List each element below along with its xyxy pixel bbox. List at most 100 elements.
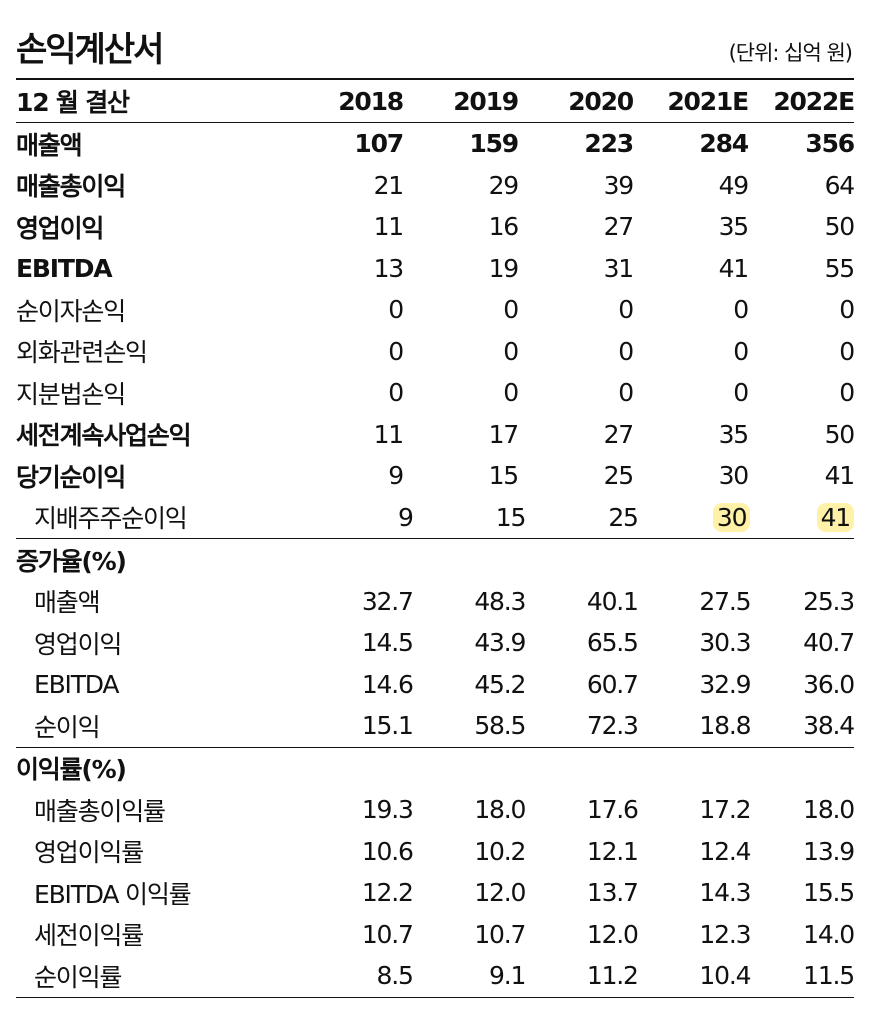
table-row: 세전계속사업손익 11 17 27 35 50 — [16, 414, 856, 456]
top-rule — [16, 78, 854, 80]
table-row: 매출액 32.7 48.3 40.1 27.5 25.3 — [16, 581, 855, 623]
highlighted-value: 41 — [816, 502, 854, 532]
row-label: 영업이익률 — [34, 838, 144, 868]
section-rule — [16, 538, 854, 539]
table-cell: 10.4 — [699, 961, 751, 991]
year-2018: 2018 — [338, 86, 404, 116]
table-cell: 36.0 — [803, 669, 855, 699]
row-label: EBITDA 이익률 — [34, 879, 192, 909]
table-cell: 41 — [750, 502, 854, 532]
table-cell: 0 — [733, 378, 749, 408]
table-cell: 40.7 — [803, 628, 855, 658]
table-cell: 10.6 — [361, 836, 414, 866]
table-row: 매출총이익률 19.3 18.0 17.6 17.2 18.0 — [16, 789, 855, 831]
table-cell: 40.1 — [586, 586, 639, 616]
table-row: EBITDA 13 19 31 41 55 — [16, 248, 855, 290]
row-label: 지배주주순이익 — [34, 504, 188, 534]
row-label: 영업이익 — [34, 629, 122, 659]
table-cell: 15 — [488, 461, 520, 491]
table-cell: 0 — [733, 295, 749, 325]
table-cell: 8.5 — [376, 961, 414, 991]
table-cell: 9.1 — [489, 961, 526, 991]
table-row: 순이자손익 0 0 0 0 0 — [16, 289, 855, 331]
table-cell: 72.3 — [586, 711, 639, 741]
table-cell: 0 — [503, 378, 519, 408]
bottom-rule — [16, 996, 854, 998]
row-label: 매출액 — [16, 130, 83, 160]
table-cell: 50 — [824, 212, 856, 242]
year-2019: 2019 — [453, 86, 519, 116]
table-cell: 19 — [488, 253, 520, 283]
table-row: 순이익 15.1 58.5 72.3 18.8 38.4 — [16, 705, 855, 747]
year-2022e: 2022E — [773, 86, 855, 116]
header-row: 12 월 결산 2018 2019 2020 2021E 2022E — [16, 80, 855, 122]
table-cell: 0 — [503, 336, 519, 366]
table-cell: 18.8 — [699, 711, 751, 741]
table-cell: 18.0 — [474, 795, 526, 825]
table-cell: 15.1 — [361, 711, 414, 741]
table-cell: 0 — [839, 295, 855, 325]
section-rule — [16, 746, 854, 748]
table-cell: 11 — [373, 419, 405, 449]
year-2020: 2020 — [568, 86, 634, 116]
year-2021e: 2021E — [667, 86, 749, 116]
table-cell: 49 — [718, 170, 750, 200]
table-row: 매출총이익 21 29 39 49 64 — [16, 165, 855, 207]
table-cell: 0 — [733, 336, 749, 366]
section-title-row: 이익률(%) — [16, 748, 854, 790]
header-rule — [16, 122, 854, 123]
row-label: 외화관련손익 — [16, 338, 148, 368]
table-cell: 13 — [373, 253, 405, 283]
table-cell: 65.5 — [586, 628, 639, 658]
table-cell: 14.5 — [361, 628, 414, 658]
table-cell: 11 — [373, 212, 405, 242]
table-cell: 31 — [603, 253, 635, 283]
section-title-row: 증가율(%) — [16, 539, 854, 581]
table-row: 당기순이익 9 15 25 30 41 — [16, 455, 855, 497]
table-cell: 39 — [603, 170, 635, 200]
table-row: EBITDA 14.6 45.2 60.7 32.9 36.0 — [16, 664, 855, 706]
table-row: 지배주주순이익 9 15 25 30 41 — [16, 497, 854, 539]
table-row: 외화관련손익 0 0 0 0 0 — [16, 331, 855, 373]
table-cell: 0 — [388, 295, 404, 325]
table-cell: 0 — [618, 295, 634, 325]
table-cell: 25 — [603, 461, 635, 491]
table-cell: 17 — [488, 419, 520, 449]
table-cell: 159 — [469, 129, 519, 159]
table-row: 세전이익률 10.7 10.7 12.0 12.3 14.0 — [16, 914, 855, 956]
row-label: 순이자손익 — [16, 296, 126, 326]
table-row: 지분법손익 0 0 0 0 0 — [16, 372, 855, 414]
row-label: 매출액 — [34, 588, 101, 618]
table-cell: 17.2 — [699, 795, 751, 825]
row-label: EBITDA — [34, 669, 120, 699]
table-cell: 0 — [839, 378, 855, 408]
table-cell: 32.9 — [699, 669, 751, 699]
income-statement: 손익계산서 (단위: 십억 원) 12 월 결산 2018 2019 2020 … — [16, 26, 856, 998]
table-cell: 17.6 — [586, 795, 639, 825]
table-cell: 58.5 — [474, 711, 526, 741]
table-cell: 13.9 — [803, 836, 855, 866]
table-cell: 12.4 — [699, 836, 751, 866]
table-cell: 12.0 — [586, 919, 639, 949]
table-cell: 15 — [495, 502, 527, 532]
table-cell: 107 — [354, 129, 404, 159]
table-cell: 9 — [397, 502, 414, 532]
table-cell: 0 — [388, 378, 404, 408]
row-label: 매출총이익 — [16, 172, 126, 202]
unit-label: (단위: 십억 원) — [728, 41, 853, 65]
table-row: 순이익률 8.5 9.1 11.2 10.4 11.5 — [16, 955, 855, 997]
row-label: 매출총이익률 — [34, 796, 166, 826]
table-cell: 18.0 — [803, 795, 855, 825]
table-cell: 50 — [824, 419, 856, 449]
table-cell: 10.2 — [474, 836, 526, 866]
table-cell: 10.7 — [361, 919, 414, 949]
table-cell: 60.7 — [586, 669, 639, 699]
table-cell: 356 — [805, 129, 855, 159]
table-cell: 27 — [603, 212, 635, 242]
row-label: EBITDA — [16, 253, 113, 283]
table-cell: 27 — [603, 419, 635, 449]
table-cell: 12.1 — [586, 836, 639, 866]
section-title: 이익률(%) — [16, 755, 127, 785]
row-label: 순이익 — [34, 712, 101, 742]
table-row: EBITDA 이익률 12.2 12.0 13.7 14.3 15.5 — [16, 872, 855, 914]
